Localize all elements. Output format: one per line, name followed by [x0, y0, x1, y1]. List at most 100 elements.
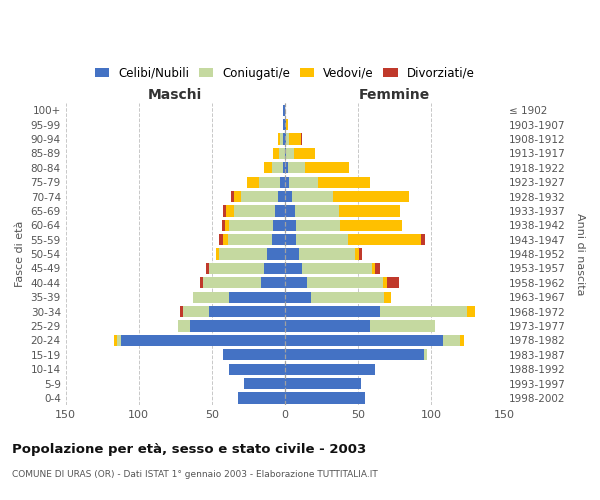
Bar: [200, 277, 203, 288]
Bar: [301, 134, 302, 144]
Bar: [285, 220, 296, 231]
Bar: [279, 148, 285, 159]
Bar: [292, 191, 333, 202]
Bar: [283, 119, 285, 130]
Bar: [285, 392, 365, 404]
Bar: [424, 349, 427, 360]
Bar: [275, 206, 285, 216]
Bar: [238, 392, 285, 404]
Bar: [384, 292, 391, 303]
Bar: [241, 191, 278, 202]
Bar: [285, 134, 286, 144]
Bar: [373, 263, 376, 274]
Bar: [285, 364, 376, 375]
Bar: [460, 335, 464, 346]
Bar: [383, 277, 387, 288]
Bar: [355, 248, 359, 260]
Bar: [233, 191, 241, 202]
Bar: [278, 134, 280, 144]
Bar: [299, 248, 355, 260]
Text: Maschi: Maschi: [148, 88, 202, 102]
Bar: [262, 277, 285, 288]
Bar: [333, 191, 409, 202]
Bar: [273, 220, 285, 231]
Bar: [206, 263, 209, 274]
Bar: [223, 206, 226, 216]
Bar: [229, 364, 285, 375]
Bar: [370, 320, 435, 332]
Bar: [295, 206, 339, 216]
Bar: [231, 191, 233, 202]
Bar: [285, 119, 286, 130]
Bar: [190, 320, 285, 332]
Bar: [179, 306, 182, 317]
Bar: [225, 220, 229, 231]
Y-axis label: Fasce di età: Fasce di età: [15, 221, 25, 288]
Bar: [280, 134, 283, 144]
Bar: [340, 220, 401, 231]
Bar: [267, 248, 285, 260]
Bar: [283, 104, 285, 116]
Bar: [285, 277, 307, 288]
Bar: [285, 206, 295, 216]
Bar: [347, 234, 421, 245]
Bar: [182, 306, 209, 317]
Bar: [285, 335, 443, 346]
Bar: [223, 349, 285, 360]
Bar: [193, 292, 229, 303]
Bar: [219, 234, 223, 245]
Bar: [285, 148, 286, 159]
Bar: [359, 248, 362, 260]
Bar: [265, 263, 285, 274]
Bar: [229, 292, 285, 303]
Bar: [228, 234, 272, 245]
Bar: [121, 335, 285, 346]
Bar: [380, 306, 467, 317]
Bar: [244, 378, 285, 389]
Bar: [285, 263, 302, 274]
Bar: [219, 248, 267, 260]
Bar: [209, 263, 265, 274]
Bar: [443, 335, 460, 346]
Bar: [288, 162, 305, 173]
Bar: [311, 292, 384, 303]
Text: Popolazione per età, sesso e stato civile - 2003: Popolazione per età, sesso e stato civil…: [12, 442, 366, 456]
Bar: [296, 234, 347, 245]
Bar: [421, 234, 425, 245]
Bar: [387, 277, 399, 288]
Bar: [272, 162, 283, 173]
Bar: [376, 263, 380, 274]
Bar: [229, 220, 273, 231]
Bar: [233, 206, 275, 216]
Bar: [280, 176, 285, 188]
Bar: [293, 148, 316, 159]
Bar: [285, 248, 299, 260]
Bar: [285, 306, 380, 317]
Bar: [286, 148, 293, 159]
Bar: [222, 220, 225, 231]
Bar: [339, 206, 400, 216]
Text: COMUNE DI URAS (OR) - Dati ISTAT 1° gennaio 2003 - Elaborazione TUTTITALIA.IT: COMUNE DI URAS (OR) - Dati ISTAT 1° genn…: [12, 470, 378, 479]
Bar: [467, 306, 475, 317]
Bar: [319, 176, 370, 188]
Text: Femmine: Femmine: [359, 88, 430, 102]
Bar: [278, 191, 285, 202]
Bar: [273, 148, 279, 159]
Bar: [216, 248, 219, 260]
Bar: [272, 234, 285, 245]
Bar: [285, 162, 288, 173]
Bar: [285, 191, 292, 202]
Bar: [283, 162, 285, 173]
Bar: [296, 220, 340, 231]
Bar: [226, 206, 233, 216]
Bar: [247, 176, 259, 188]
Bar: [285, 234, 296, 245]
Bar: [283, 134, 285, 144]
Bar: [307, 277, 383, 288]
Bar: [289, 176, 319, 188]
Bar: [305, 162, 349, 173]
Bar: [209, 306, 285, 317]
Bar: [286, 134, 289, 144]
Bar: [302, 263, 373, 274]
Y-axis label: Anni di nascita: Anni di nascita: [575, 213, 585, 296]
